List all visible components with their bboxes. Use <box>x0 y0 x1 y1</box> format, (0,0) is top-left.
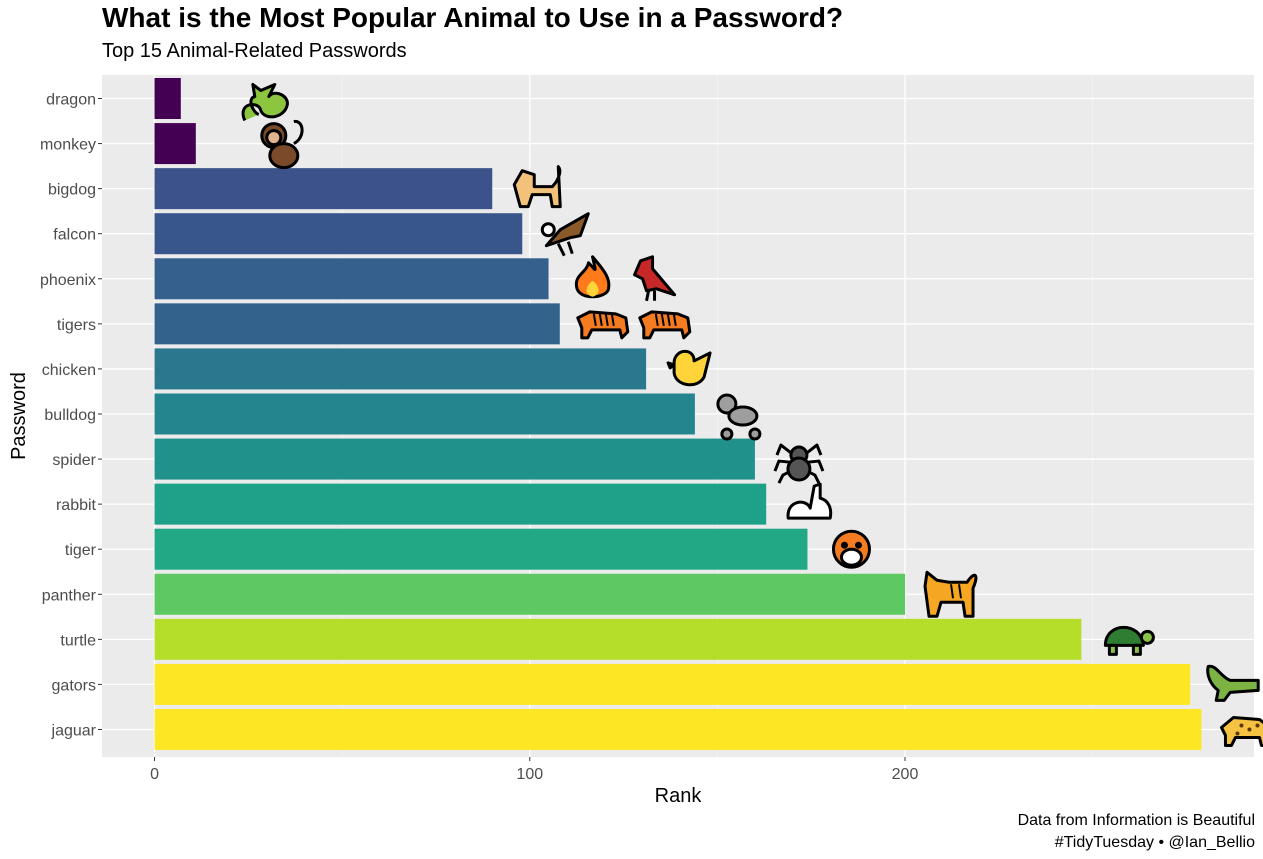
chart-subtitle: Top 15 Animal-Related Passwords <box>102 40 407 62</box>
y-tick-label-jaguar: jaguar <box>51 722 97 739</box>
bar-chicken <box>154 348 647 390</box>
crocodile-icon <box>1206 664 1260 702</box>
bar-tigers <box>154 303 560 345</box>
y-tick-label-bigdog: bigdog <box>48 182 96 199</box>
y-tick-label-falcon: falcon <box>53 227 96 244</box>
x-tick-label: 200 <box>892 766 919 783</box>
emoji-icons <box>241 83 1263 747</box>
spider-icon <box>773 443 825 484</box>
caption-source: Data from Information is Beautiful <box>1017 812 1255 829</box>
y-axis-title: Password <box>8 372 30 460</box>
bar-panther <box>154 573 906 615</box>
dragon-icon <box>241 83 289 122</box>
rabbit-icon <box>786 482 833 520</box>
y-tick-label-rabbit: rabbit <box>56 497 97 514</box>
y-tick-label-bulldog: bulldog <box>44 407 96 424</box>
tiger-face-icon <box>831 529 871 569</box>
y-tick-labels: dragon monkey bigdog falcon phoenix tigers chi… <box>40 92 102 739</box>
caption: Data from Information is Beautiful #Tidy… <box>1018 810 1255 854</box>
bar-tiger <box>154 528 808 570</box>
caption-credit: #TidyTuesday • @Ian_Bellio <box>1054 834 1255 851</box>
leopard-icon <box>1219 715 1263 747</box>
y-tick-label-gators: gators <box>52 677 96 694</box>
chick-icon <box>666 349 712 387</box>
bar-spider <box>154 438 755 480</box>
bar-phoenix <box>154 258 549 300</box>
y-tick-label-tiger: tiger <box>65 542 97 559</box>
bar-monkey <box>154 123 196 165</box>
y-tick-label-turtle: turtle <box>60 632 96 649</box>
bar-turtle <box>154 618 1082 660</box>
y-tick-label-panther: panther <box>42 587 97 604</box>
y-tick-label-phoenix: phoenix <box>40 272 96 289</box>
x-tick-label: 0 <box>150 766 159 783</box>
eagle-icon <box>540 212 590 257</box>
dog-icon <box>512 165 562 209</box>
bar-bulldog <box>154 393 695 435</box>
cat-icon <box>923 570 978 618</box>
y-tick-label-spider: spider <box>52 452 96 469</box>
y-tick-label-chicken: chicken <box>42 362 96 379</box>
y-tick-label-monkey: monkey <box>40 137 96 154</box>
bar-falcon <box>154 213 523 255</box>
y-tick-label-dragon: dragon <box>46 92 96 109</box>
poodle-icon <box>716 393 762 441</box>
x-tick-labels: 0 100 200 <box>150 757 918 783</box>
x-axis-title: Rank <box>655 785 703 807</box>
monkey-icon <box>260 120 304 170</box>
chart-title: What is the Most Popular Animal to Use i… <box>102 2 844 33</box>
bar-bigdog <box>154 168 493 210</box>
y-tick-label-tigers: tigers <box>57 317 96 334</box>
tiger-icon <box>576 310 630 340</box>
x-tick-label: 100 <box>516 766 543 783</box>
tiger-icon <box>638 310 692 340</box>
bar-rabbit <box>154 483 767 525</box>
fire-icon <box>574 255 611 299</box>
bars <box>154 78 1202 750</box>
bar-dragon <box>154 78 181 119</box>
turtle-icon <box>1103 625 1155 656</box>
bar-gators <box>154 663 1191 705</box>
bird-icon <box>633 255 677 302</box>
bar-jaguar <box>154 708 1202 750</box>
